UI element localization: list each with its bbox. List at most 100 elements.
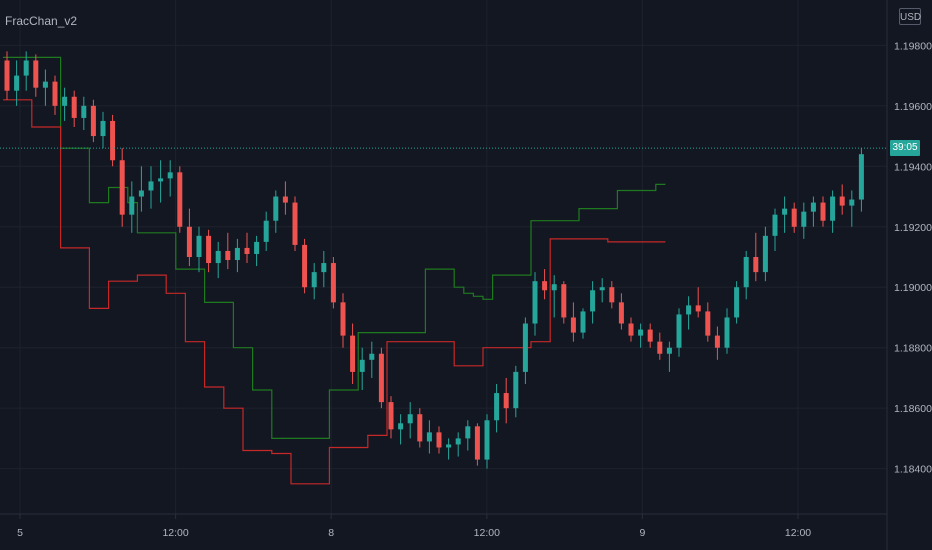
candle-up (138, 190, 144, 197)
candle-down (839, 196, 845, 206)
currency-button[interactable]: USD (899, 8, 921, 25)
candle-up (724, 317, 730, 348)
time-tick-label: 12:00 (474, 527, 500, 539)
candle-up (62, 96, 68, 106)
time-tick-label: 12:00 (162, 527, 188, 539)
time-tick-label: 5 (17, 527, 23, 539)
price-tick-label: 1.19800 (894, 40, 932, 52)
candle-down (177, 172, 183, 227)
candle-up (666, 347, 672, 354)
price-tick-label: 1.19600 (894, 101, 932, 113)
candle-up (215, 250, 221, 264)
candle-up (407, 414, 413, 424)
candle-up (762, 235, 768, 273)
price-tick-label: 1.18400 (894, 464, 932, 476)
candle-up (359, 359, 365, 372)
price-tick-label: 1.18800 (894, 343, 932, 355)
candle-down (292, 202, 298, 245)
candle-up (810, 202, 816, 212)
candle-down (33, 60, 39, 88)
candle-up (801, 211, 807, 227)
candle-down (474, 426, 480, 460)
price-tick-label: 1.18600 (894, 403, 932, 415)
candle-up (14, 75, 20, 91)
candle-up (254, 241, 260, 254)
candle-up (638, 329, 644, 336)
candle-down (71, 96, 77, 118)
candle-up (494, 393, 500, 421)
candle-up (167, 172, 173, 179)
candle-down (52, 81, 58, 106)
time-tick-label: 9 (639, 527, 645, 539)
price-tick-label: 1.19400 (894, 161, 932, 173)
candle-down (791, 208, 797, 227)
candles (4, 51, 864, 469)
candle-up (676, 314, 682, 348)
candle-down (4, 60, 10, 91)
candle-down (820, 202, 826, 221)
upper-channel-line (3, 56, 666, 439)
candle-down (340, 302, 346, 336)
indicator-label[interactable]: FracChan_v2 (5, 14, 78, 28)
candle-down (110, 120, 116, 161)
fractal-channels (3, 56, 666, 485)
candle-down (244, 247, 250, 254)
candle-up (42, 81, 48, 88)
candle-up (455, 438, 461, 445)
candle-up (148, 181, 154, 191)
candle-down (705, 311, 711, 336)
price-axis[interactable]: 1.19800 1.19600 1.19400 1.19200 1.19000 1.188… (894, 40, 932, 475)
candle-up (23, 60, 29, 76)
candle-up (513, 371, 519, 409)
candle-up (551, 284, 557, 291)
price-countdown-badge: 39:05 (890, 140, 920, 157)
candle-down (388, 402, 394, 430)
candle-down (436, 432, 442, 448)
price-tick-label: 1.19000 (894, 282, 932, 294)
candle-up (234, 247, 240, 261)
candle-up (465, 426, 471, 439)
candle-up (580, 311, 586, 333)
candle-up (100, 120, 106, 137)
candle-down (695, 305, 701, 312)
candle-up (369, 353, 375, 360)
candle-down (186, 226, 192, 257)
candle-up (590, 290, 596, 312)
candle-up (830, 196, 836, 221)
candle-up (734, 287, 740, 318)
candle-down (561, 284, 567, 318)
candle-down (330, 263, 336, 303)
candle-up (532, 281, 538, 324)
time-tick-label: 12:00 (785, 527, 811, 539)
candle-up (772, 214, 778, 236)
candle-down (503, 393, 509, 409)
candle-up (426, 432, 432, 442)
candle-up (129, 196, 135, 215)
candle-up (196, 235, 202, 257)
candle-down (302, 244, 308, 288)
candle-up (158, 178, 164, 182)
candle-down (714, 335, 720, 348)
candle-down (570, 317, 576, 333)
candle-up (398, 423, 404, 430)
candle-down (618, 302, 624, 324)
candle-up (321, 263, 327, 273)
candle-down (628, 323, 634, 336)
candle-down (206, 235, 212, 264)
time-tick-label: 8 (328, 527, 334, 539)
candle-up (522, 323, 528, 372)
candle-up (263, 220, 269, 242)
candle-down (90, 105, 96, 137)
candle-up (782, 208, 788, 215)
candle-down (417, 414, 423, 442)
candle-down (119, 160, 125, 215)
candle-up (599, 287, 605, 291)
candle-down (647, 329, 653, 342)
candle-down (753, 257, 759, 273)
lower-channel-line (3, 99, 666, 485)
candle-down (350, 335, 356, 372)
candle-up (858, 154, 864, 200)
candle-up (849, 199, 855, 206)
